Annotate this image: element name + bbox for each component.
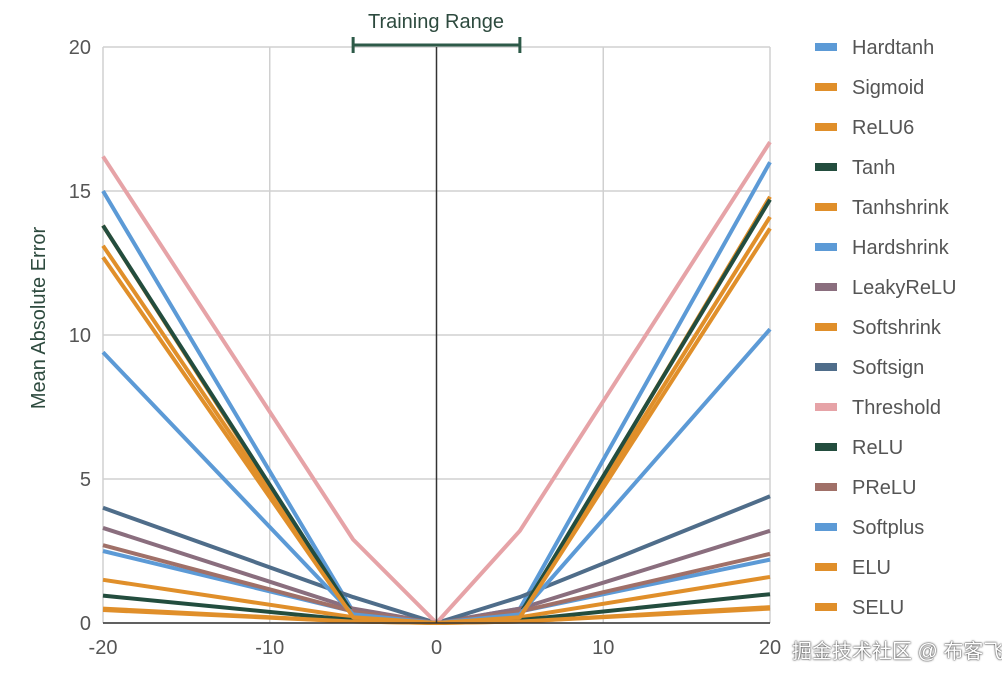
legend-label: SELU [852,597,904,619]
watermark: 掘金技术社区 @ 布客飞龙 [792,641,1002,663]
legend-swatch [815,123,837,131]
legend-label: Threshold [852,397,941,419]
y-tick-label: 10 [69,325,91,347]
legend-swatch [815,323,837,331]
legend-swatch [815,443,837,451]
legend-swatch [815,83,837,91]
legend-label: LeakyReLU [852,277,957,299]
legend-label: Softplus [852,517,924,539]
legend-swatch [815,403,837,411]
y-tick-label: 5 [80,469,91,491]
legend-label: ELU [852,557,891,579]
x-tick-label: 10 [592,637,614,659]
legend-label: ReLU [852,437,903,459]
legend-swatch [815,483,837,491]
x-tick-label: 0 [431,637,442,659]
legend-swatch [815,363,837,371]
legend-label: PReLU [852,477,916,499]
legend-label: ReLU6 [852,117,914,139]
legend-label: Sigmoid [852,77,924,99]
legend-label: Hardtanh [852,37,934,59]
y-tick-label: 20 [69,37,91,59]
legend-label: Tanhshrink [852,197,950,219]
y-tick-label: 15 [69,181,91,203]
legend-swatch [815,163,837,171]
legend-label: Tanh [852,157,895,179]
legend-swatch [815,603,837,611]
legend-label: Hardshrink [852,237,950,259]
y-tick-label: 0 [80,613,91,635]
legend-swatch [815,203,837,211]
x-tick-label: -20 [89,637,118,659]
legend-swatch [815,563,837,571]
legend-label: Softsign [852,357,924,379]
training-range-label: Training Range [368,11,504,33]
legend-swatch [815,523,837,531]
x-tick-label: 20 [759,637,781,659]
legend-swatch [815,283,837,291]
legend-swatch [815,243,837,251]
legend-label: Softshrink [852,317,942,339]
y-axis-label: Mean Absolute Error [28,227,50,410]
x-tick-label: -10 [255,637,284,659]
legend-swatch [815,43,837,51]
